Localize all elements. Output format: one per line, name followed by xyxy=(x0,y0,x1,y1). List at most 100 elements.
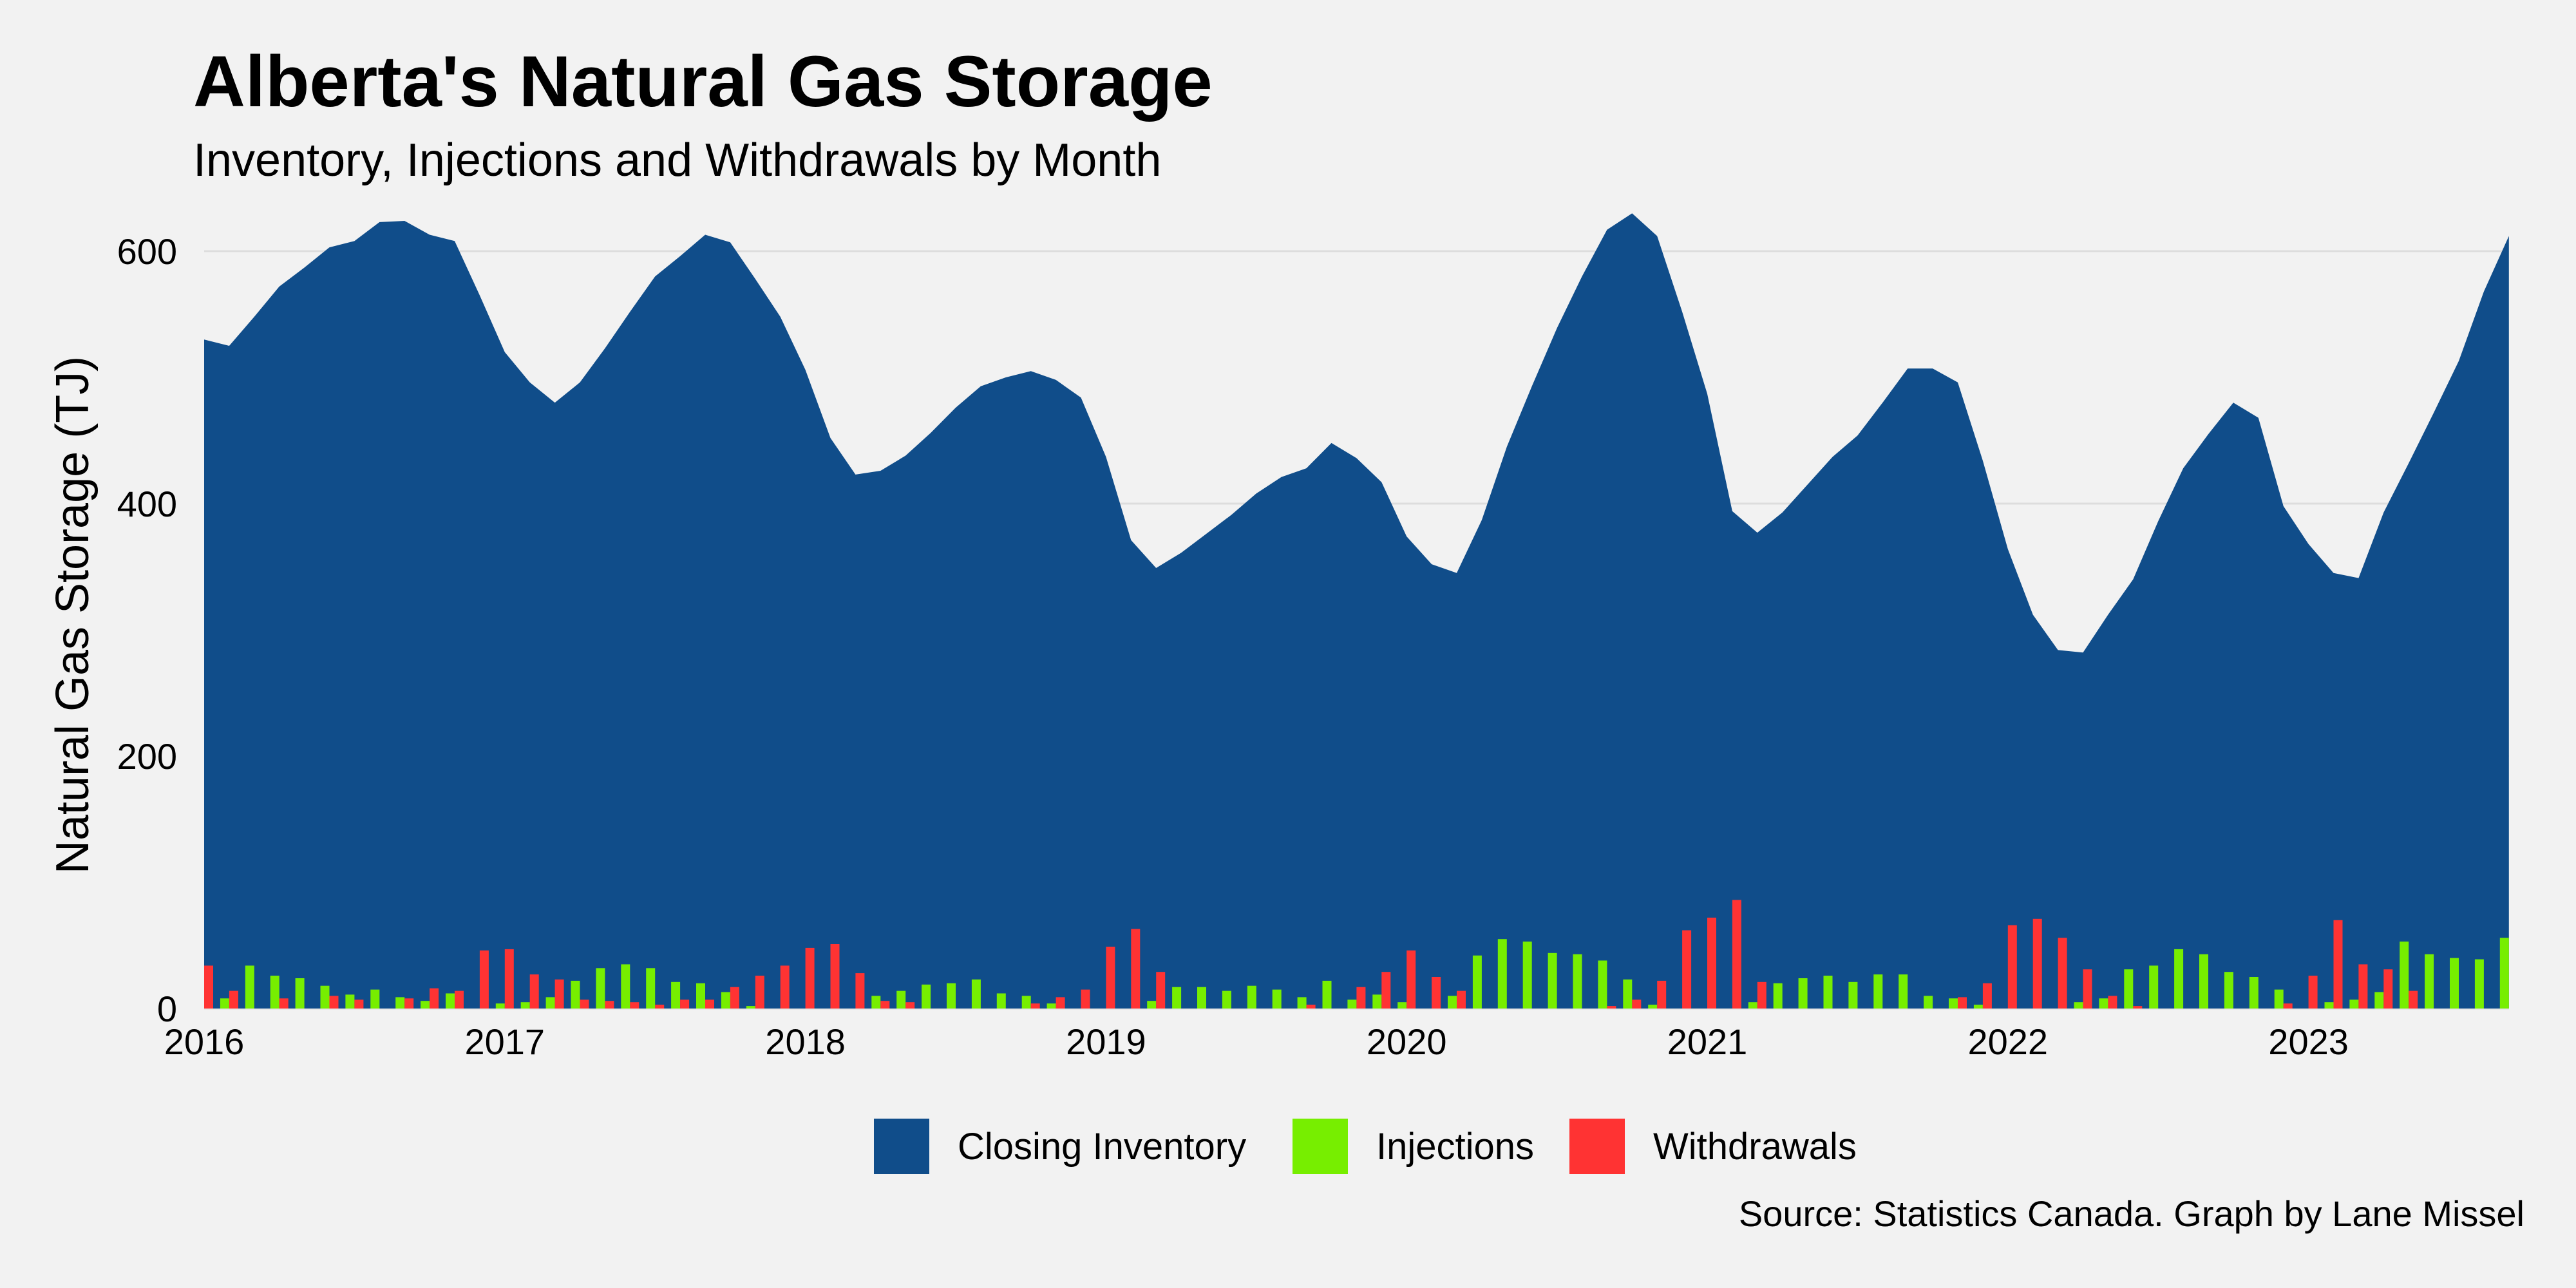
withdrawal-bar-9 xyxy=(430,988,439,1009)
injection-bar-16 xyxy=(596,968,605,1009)
withdrawal-bar-72 xyxy=(2007,925,2017,1009)
withdrawal-bar-70 xyxy=(1958,997,1967,1009)
withdrawal-bar-3 xyxy=(279,998,289,1009)
injection-bar-21 xyxy=(721,992,730,1009)
injection-bar-83 xyxy=(2274,989,2284,1009)
injection-bar-33 xyxy=(1021,996,1031,1009)
injection-bar-43 xyxy=(1272,989,1282,1009)
injection-bar-10 xyxy=(446,993,455,1009)
injection-bar-45 xyxy=(1322,980,1332,1009)
withdrawal-bar-56 xyxy=(1607,1006,1616,1009)
withdrawal-bar-12 xyxy=(504,949,514,1009)
chart-subtitle: Inventory, Injections and Withdrawals by… xyxy=(193,135,1162,186)
bars-layer xyxy=(204,900,2509,1009)
x-tick-label-2018: 2018 xyxy=(765,1021,846,1062)
withdrawal-bar-47 xyxy=(1381,972,1391,1009)
injection-bar-28 xyxy=(896,990,906,1009)
injection-bar-91 xyxy=(2474,959,2484,1009)
injection-bar-55 xyxy=(1573,954,1582,1009)
legend-label-injections: Injections xyxy=(1376,1126,1534,1168)
legend-item-injections: Injections xyxy=(1293,1119,1534,1174)
withdrawal-bar-23 xyxy=(780,965,790,1009)
injection-bar-77 xyxy=(2124,969,2134,1009)
injection-bar-76 xyxy=(2099,998,2108,1009)
y-tick-label-200: 200 xyxy=(117,736,177,777)
x-tick-label-2017: 2017 xyxy=(465,1021,545,1062)
withdrawal-bar-22 xyxy=(755,976,764,1009)
injection-bar-38 xyxy=(1147,1001,1157,1009)
withdrawal-bar-88 xyxy=(2409,990,2418,1009)
x-tick-label-2022: 2022 xyxy=(1968,1021,2049,1062)
injection-bar-88 xyxy=(2400,942,2409,1009)
injection-bar-87 xyxy=(2374,992,2384,1009)
injection-bar-50 xyxy=(1448,996,1457,1009)
injection-bar-48 xyxy=(1397,1002,1407,1009)
inventory-area-layer xyxy=(204,213,2509,1009)
injection-bar-51 xyxy=(1472,955,1482,1009)
injection-bar-9 xyxy=(421,1001,430,1009)
withdrawal-bar-46 xyxy=(1356,987,1366,1009)
legend-item-closing-inventory: Closing Inventory xyxy=(874,1119,1246,1174)
injection-bar-17 xyxy=(621,964,630,1009)
withdrawal-bar-62 xyxy=(1757,981,1766,1009)
withdrawal-bar-21 xyxy=(730,987,739,1009)
withdrawal-bar-84 xyxy=(2308,976,2318,1009)
injection-bar-13 xyxy=(520,1002,530,1009)
injection-bar-4 xyxy=(295,978,305,1009)
withdrawal-bar-77 xyxy=(2133,1006,2143,1009)
injection-bar-42 xyxy=(1247,985,1256,1009)
legend: Closing Inventory Injections Withdrawals xyxy=(874,1119,1857,1174)
withdrawal-bar-49 xyxy=(1432,977,1441,1009)
injection-bar-52 xyxy=(1497,939,1507,1009)
injection-bar-19 xyxy=(671,981,681,1009)
withdrawal-bar-57 xyxy=(1632,999,1642,1009)
withdrawal-bar-11 xyxy=(479,950,489,1009)
withdrawal-bar-25 xyxy=(830,944,840,1009)
x-tick-label-2019: 2019 xyxy=(1066,1021,1146,1062)
injection-bar-71 xyxy=(1973,1005,1983,1009)
withdrawal-bar-17 xyxy=(630,1002,639,1009)
injection-bar-85 xyxy=(2324,1002,2334,1009)
injection-bar-2 xyxy=(245,965,254,1009)
legend-swatch-closing-inventory xyxy=(874,1119,929,1174)
injection-bar-53 xyxy=(1522,942,1532,1009)
injection-bar-62 xyxy=(1748,1002,1757,1009)
withdrawal-bar-58 xyxy=(1657,980,1667,1009)
y-axis: 0 200 400 600 xyxy=(117,231,177,1029)
injection-bar-39 xyxy=(1172,987,1182,1009)
injection-bar-1 xyxy=(220,998,229,1009)
injection-bar-82 xyxy=(2249,977,2259,1009)
injection-bar-20 xyxy=(696,983,705,1009)
closing-inventory-area xyxy=(204,213,2509,1009)
withdrawal-bar-6 xyxy=(354,999,364,1009)
injection-bar-75 xyxy=(2074,1002,2083,1009)
injection-bar-54 xyxy=(1548,952,1557,1009)
injection-bar-57 xyxy=(1623,979,1633,1009)
injection-bar-12 xyxy=(495,1003,505,1009)
x-tick-label-2021: 2021 xyxy=(1667,1021,1748,1062)
injection-bar-90 xyxy=(2450,958,2459,1009)
injection-bar-80 xyxy=(2199,954,2208,1009)
injection-bar-47 xyxy=(1372,994,1382,1009)
x-tick-label-2023: 2023 xyxy=(2268,1021,2349,1062)
withdrawal-bar-83 xyxy=(2283,1003,2293,1009)
withdrawal-bar-34 xyxy=(1056,997,1065,1009)
withdrawal-bar-27 xyxy=(880,1001,890,1009)
injection-bar-63 xyxy=(1773,983,1783,1009)
withdrawal-bar-26 xyxy=(855,973,865,1009)
injection-bar-40 xyxy=(1197,987,1206,1009)
withdrawal-bar-48 xyxy=(1406,950,1416,1009)
withdrawal-bar-13 xyxy=(529,974,539,1009)
withdrawal-bar-60 xyxy=(1707,917,1716,1009)
chart-title: Alberta's Natural Gas Storage xyxy=(193,41,1213,122)
injection-bar-8 xyxy=(395,997,405,1009)
injection-bar-41 xyxy=(1222,990,1231,1009)
legend-swatch-withdrawals xyxy=(1569,1119,1625,1174)
injection-bar-66 xyxy=(1848,981,1858,1009)
injection-bar-65 xyxy=(1823,976,1833,1009)
withdrawal-bar-28 xyxy=(905,1002,915,1009)
injection-bar-89 xyxy=(2425,954,2434,1009)
injection-bar-34 xyxy=(1046,1003,1056,1009)
injection-bar-14 xyxy=(545,997,555,1009)
